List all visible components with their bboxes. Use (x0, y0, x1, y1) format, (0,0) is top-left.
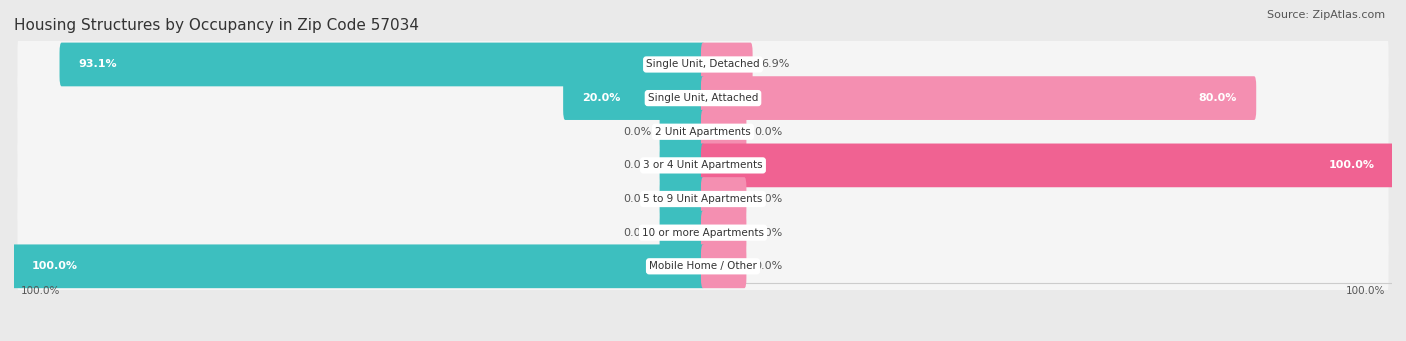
FancyBboxPatch shape (17, 134, 1389, 197)
FancyBboxPatch shape (702, 43, 752, 86)
Text: 2 Unit Apartments: 2 Unit Apartments (655, 127, 751, 137)
Text: 0.0%: 0.0% (755, 261, 783, 271)
Text: 0.0%: 0.0% (623, 194, 651, 204)
FancyBboxPatch shape (702, 144, 1393, 187)
Text: Single Unit, Attached: Single Unit, Attached (648, 93, 758, 103)
Text: 93.1%: 93.1% (79, 59, 118, 70)
Text: 100.0%: 100.0% (1346, 286, 1385, 296)
Text: Single Unit, Detached: Single Unit, Detached (647, 59, 759, 70)
FancyBboxPatch shape (702, 211, 747, 254)
FancyBboxPatch shape (659, 110, 704, 153)
Text: 5 to 9 Unit Apartments: 5 to 9 Unit Apartments (644, 194, 762, 204)
Text: Housing Structures by Occupancy in Zip Code 57034: Housing Structures by Occupancy in Zip C… (14, 18, 419, 33)
FancyBboxPatch shape (59, 43, 704, 86)
FancyBboxPatch shape (564, 76, 704, 120)
FancyBboxPatch shape (17, 67, 1389, 129)
FancyBboxPatch shape (17, 168, 1389, 230)
FancyBboxPatch shape (702, 76, 1256, 120)
Text: 10 or more Apartments: 10 or more Apartments (643, 228, 763, 238)
FancyBboxPatch shape (702, 110, 747, 153)
Text: 20.0%: 20.0% (582, 93, 621, 103)
Text: 3 or 4 Unit Apartments: 3 or 4 Unit Apartments (643, 160, 763, 170)
FancyBboxPatch shape (17, 235, 1389, 298)
Text: Source: ZipAtlas.com: Source: ZipAtlas.com (1267, 10, 1385, 20)
Text: Mobile Home / Other: Mobile Home / Other (650, 261, 756, 271)
FancyBboxPatch shape (13, 244, 704, 288)
Text: 0.0%: 0.0% (755, 127, 783, 137)
Text: 100.0%: 100.0% (31, 261, 77, 271)
Text: 0.0%: 0.0% (623, 228, 651, 238)
FancyBboxPatch shape (702, 244, 747, 288)
Text: 6.9%: 6.9% (761, 59, 789, 70)
FancyBboxPatch shape (659, 211, 704, 254)
Text: 100.0%: 100.0% (21, 286, 60, 296)
Text: 80.0%: 80.0% (1198, 93, 1237, 103)
FancyBboxPatch shape (659, 144, 704, 187)
FancyBboxPatch shape (702, 177, 747, 221)
Text: 0.0%: 0.0% (755, 194, 783, 204)
FancyBboxPatch shape (17, 101, 1389, 163)
Text: 0.0%: 0.0% (755, 228, 783, 238)
FancyBboxPatch shape (659, 177, 704, 221)
FancyBboxPatch shape (17, 202, 1389, 264)
Text: 0.0%: 0.0% (623, 160, 651, 170)
Text: 100.0%: 100.0% (1329, 160, 1375, 170)
FancyBboxPatch shape (17, 33, 1389, 96)
Text: 0.0%: 0.0% (623, 127, 651, 137)
